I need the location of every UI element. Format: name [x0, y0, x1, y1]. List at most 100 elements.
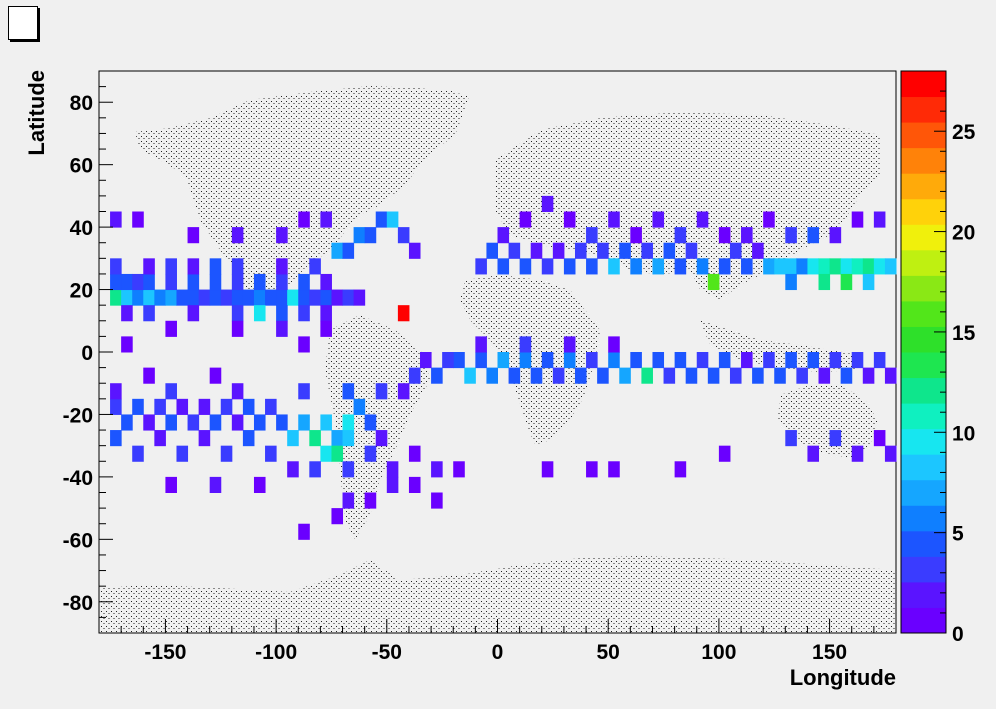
world-map-overlay	[100, 86, 896, 632]
heatmap-cell	[729, 367, 742, 384]
heatmap-cell	[331, 289, 344, 306]
heatmap-cell	[110, 289, 122, 306]
heatmap-cell	[121, 273, 133, 291]
colorbar-tick-label: 0	[952, 623, 964, 646]
heatmap-cell	[253, 289, 266, 306]
heatmap-cell	[298, 211, 310, 228]
colorbar-swatch	[901, 403, 946, 430]
heatmap-cell	[165, 320, 177, 337]
heatmap-cell	[774, 258, 786, 275]
heatmap-cell	[397, 305, 410, 322]
heatmap-cell	[165, 273, 177, 291]
heatmap-cell	[408, 476, 421, 493]
heatmap-cell	[508, 367, 521, 384]
heatmap-cell	[541, 195, 554, 212]
heatmap-cell	[320, 211, 332, 228]
heatmap-cell	[840, 367, 853, 384]
heatmap-cell	[862, 273, 875, 291]
heatmap-cell	[121, 289, 133, 306]
heatmap-cell	[187, 258, 200, 275]
color-bar: 25 20 15 10 5 0	[900, 70, 976, 646]
heatmap-cell	[209, 273, 222, 291]
heatmap-cell	[696, 352, 709, 369]
heatmap-cell	[353, 398, 366, 415]
heatmap-cell	[763, 258, 775, 275]
heatmap-cell	[574, 242, 587, 259]
heatmap-cell	[154, 398, 166, 415]
x-tick-label: 100	[701, 641, 736, 664]
heatmap-cell	[586, 258, 598, 275]
heatmap-cell	[851, 445, 864, 462]
heatmap-cell	[630, 352, 642, 369]
colorbar-swatch	[901, 249, 946, 276]
heatmap-cell	[364, 414, 377, 431]
heatmap-cell	[630, 258, 642, 275]
heatmap-cell	[829, 227, 842, 244]
heatmap-cell	[132, 398, 144, 415]
heatmap-cell	[818, 258, 831, 275]
heatmap-cell	[862, 258, 875, 275]
heatmap-cell	[342, 289, 355, 306]
heatmap-cell	[586, 352, 598, 369]
heatmap-cell	[840, 273, 853, 291]
heatmap-cell	[276, 227, 288, 244]
heatmap-cell	[132, 289, 144, 306]
heatmap-cell	[552, 242, 565, 259]
heatmap-cell	[619, 242, 631, 259]
heatmap-cell	[774, 367, 786, 384]
heatmap-cell	[309, 289, 321, 306]
heatmap-cell	[331, 242, 344, 259]
heatmap-cell	[408, 445, 421, 462]
heatmap-cell	[652, 211, 665, 228]
heatmap-cell	[209, 289, 222, 306]
southeast-asia-shape	[700, 320, 860, 372]
heatmap-cell	[165, 383, 177, 400]
heatmap-cell	[220, 289, 233, 306]
heatmap-cell	[431, 492, 443, 509]
heatmap-cell	[718, 352, 731, 369]
x-tick-label: 50	[597, 641, 620, 664]
heatmap-cell	[608, 211, 620, 228]
heatmap-cell	[198, 398, 211, 415]
heatmap-cell	[287, 461, 299, 478]
heatmap-cell	[563, 258, 576, 275]
heatmap-cell	[829, 352, 842, 369]
colorbar-swatch	[901, 530, 946, 557]
heatmap-cell	[741, 227, 753, 244]
heatmap-cell	[851, 258, 864, 275]
heatmap-cell	[807, 445, 820, 462]
colorbar-tick-label: 10	[952, 422, 975, 445]
heatmap-cell	[563, 352, 576, 369]
heatmap-cell	[220, 398, 233, 415]
heatmap-cell	[198, 430, 211, 447]
heatmap-cell	[320, 289, 332, 306]
heatmap-cell	[442, 352, 454, 369]
heatmap-cell	[143, 273, 155, 291]
heatmap-cell	[176, 445, 189, 462]
heatmap-cell	[209, 476, 222, 493]
heatmap-cell	[641, 367, 653, 384]
heatmap-cell	[121, 305, 133, 322]
heatmap-cell	[829, 430, 842, 447]
colorbar-swatch	[901, 581, 946, 608]
australia-shape	[778, 385, 878, 458]
heatmap-cell	[165, 289, 177, 306]
heatmap-cell	[851, 211, 864, 228]
heatmap-cell	[608, 461, 620, 478]
heatmap-cell	[143, 414, 155, 431]
heatmap-cell	[198, 289, 211, 306]
heatmap-cell	[586, 461, 598, 478]
heatmap-cell	[231, 320, 244, 337]
heatmap-cell	[165, 476, 177, 493]
heatmap-cell	[287, 289, 299, 306]
heatmap-cell	[752, 242, 764, 259]
heatmap-cell	[807, 227, 820, 244]
x-tick-label: 0	[492, 641, 504, 664]
heatmap-cell	[176, 398, 189, 415]
heatmap-cell	[541, 461, 554, 478]
heatmap-cell	[298, 273, 310, 291]
heatmap-cell	[453, 352, 465, 369]
heatmap-cell	[652, 258, 665, 275]
heatmap-cell	[685, 367, 698, 384]
